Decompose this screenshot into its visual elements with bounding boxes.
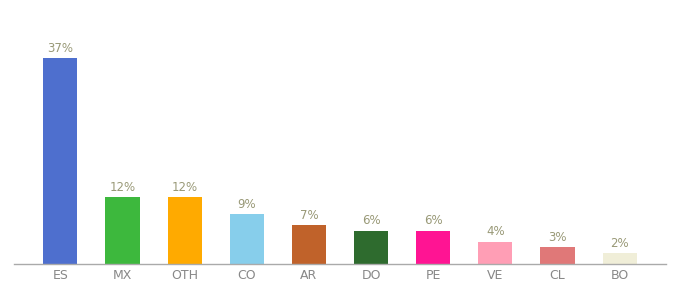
Text: 37%: 37% <box>48 41 73 55</box>
Bar <box>44 58 78 264</box>
Bar <box>602 253 636 264</box>
Text: 6%: 6% <box>362 214 380 227</box>
Text: 12%: 12% <box>171 181 198 194</box>
Text: 12%: 12% <box>109 181 135 194</box>
Text: 6%: 6% <box>424 214 443 227</box>
Text: 9%: 9% <box>237 197 256 211</box>
Bar <box>354 231 388 264</box>
Text: 2%: 2% <box>611 236 629 250</box>
Text: 4%: 4% <box>486 225 505 239</box>
Text: 7%: 7% <box>300 209 318 222</box>
Bar <box>105 197 139 264</box>
Bar <box>416 231 450 264</box>
Bar <box>292 225 326 264</box>
Bar <box>230 214 264 264</box>
Bar <box>541 247 575 264</box>
Bar <box>478 242 513 264</box>
Bar <box>167 197 202 264</box>
Text: 3%: 3% <box>548 231 566 244</box>
